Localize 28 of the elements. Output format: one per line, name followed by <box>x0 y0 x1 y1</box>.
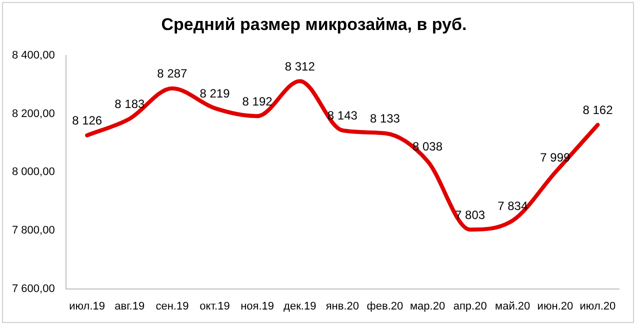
y-tick-label: 8 200,00 <box>12 108 55 120</box>
x-tick-label: май.20 <box>495 300 530 312</box>
x-tick-label: ноя.19 <box>240 300 274 312</box>
x-tick-label: апр.20 <box>453 300 487 312</box>
x-tick-label: авг.19 <box>114 300 145 312</box>
x-tick-label: фев.20 <box>366 300 404 312</box>
x-tick-label: июн.20 <box>537 300 574 312</box>
y-tick-label: 8 000,00 <box>12 166 55 178</box>
x-tick-label: июл.20 <box>580 300 616 312</box>
x-tick-label: янв.20 <box>326 300 359 312</box>
data-label: 8 312 <box>284 59 316 74</box>
chart-title: Средний размер микрозайма, в руб. <box>161 14 467 34</box>
y-tick-label: 7 800,00 <box>12 224 55 236</box>
data-label: 8 192 <box>242 94 273 108</box>
data-label: 8 287 <box>157 66 188 81</box>
x-tick-label: июл.19 <box>69 300 106 312</box>
data-label: 8 219 <box>200 86 230 101</box>
y-tick-label: 7 600,00 <box>12 282 55 295</box>
data-label: 7 834 <box>498 198 528 213</box>
x-tick-label: дек.19 <box>284 300 316 312</box>
data-label: 8 162 <box>582 103 614 118</box>
data-label: 8 126 <box>72 114 102 128</box>
x-tick-label: мар.20 <box>410 300 446 312</box>
y-tick-label: 8 400,00 <box>12 49 55 62</box>
data-label: 8 183 <box>114 97 145 112</box>
data-label: 8 133 <box>370 112 400 126</box>
x-tick-label: окт.19 <box>200 300 230 312</box>
x-tick-label: сен.19 <box>156 300 189 312</box>
